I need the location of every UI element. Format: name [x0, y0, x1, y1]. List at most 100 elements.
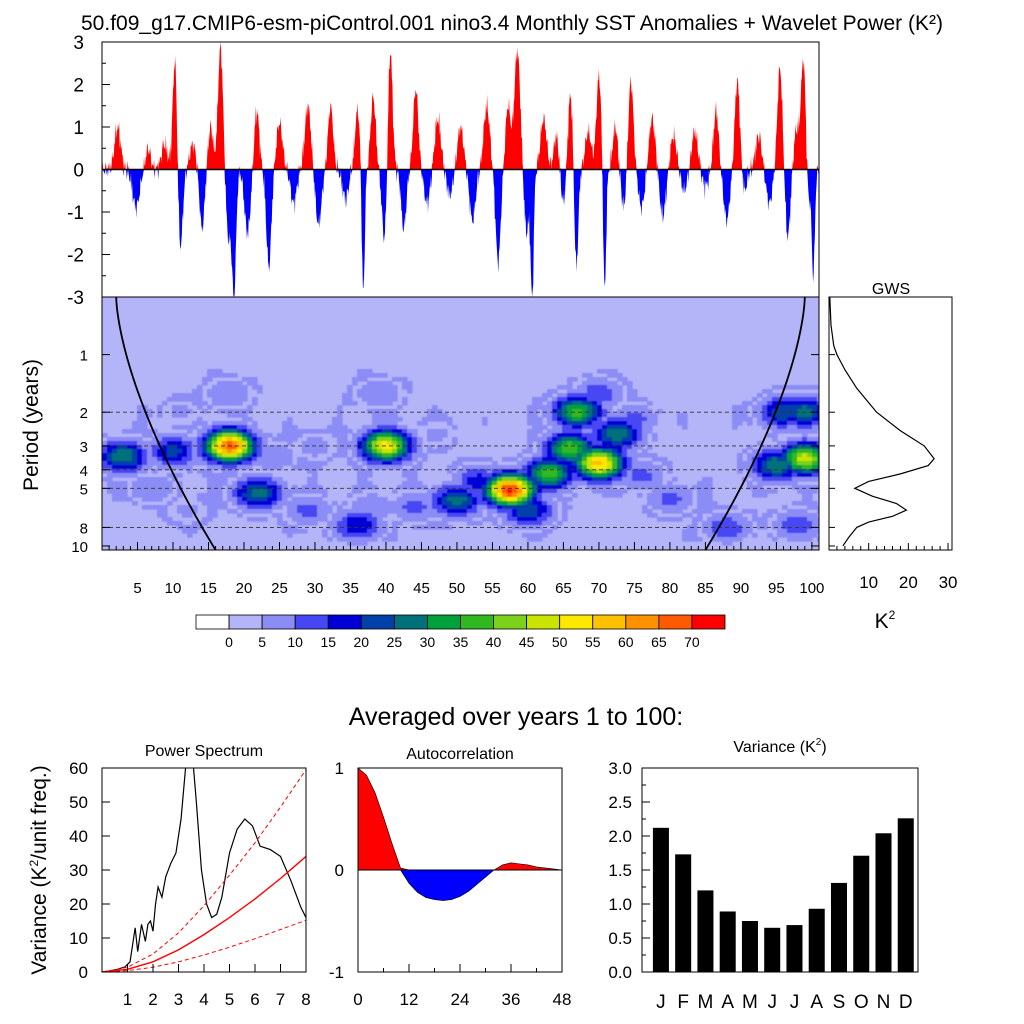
wavelet-cell: [162, 513, 168, 518]
wavelet-power-field: [102, 369, 819, 546]
wavelet-cell: [267, 501, 273, 506]
wavelet-cell: [487, 457, 493, 462]
wavelet-cell: [427, 409, 433, 414]
wavelet-cell: [142, 421, 148, 426]
wavelet-cell: [257, 509, 263, 514]
gws-xtick-label: 30: [939, 573, 958, 592]
wavelet-cell: [657, 477, 663, 482]
wavelet-cell: [282, 461, 288, 466]
wavelet-cell: [582, 389, 588, 394]
wavelet-cell: [752, 469, 758, 474]
wavelet-cell: [292, 529, 298, 534]
wavelet-cell: [312, 505, 318, 510]
wavelet-cell: [187, 441, 193, 446]
wavelet-cell: [377, 373, 383, 378]
wavelet-cell: [182, 437, 188, 442]
wavelet-cell: [737, 529, 743, 534]
wavelet-cell: [532, 525, 538, 530]
wavelet-cell: [452, 477, 458, 482]
wavelet-cell: [247, 473, 253, 478]
wavelet-cell: [147, 465, 153, 470]
wavelet-cell: [452, 497, 458, 502]
wavelet-cell: [307, 489, 313, 494]
wavelet-cell: [282, 449, 288, 454]
wavelet-cell: [147, 449, 153, 454]
wavelet-cell: [182, 525, 188, 530]
wavelet-cell: [217, 437, 223, 442]
wavelet-cell: [787, 437, 793, 442]
wavelet-cell: [792, 429, 798, 434]
wavelet-cell: [462, 497, 468, 502]
wavelet-cell: [247, 501, 253, 506]
wavelet-cell: [797, 533, 803, 538]
wavelet-cell: [617, 429, 623, 434]
wavelet-cell: [757, 521, 763, 526]
wavelet-cell: [792, 425, 798, 430]
wavelet-cell: [187, 469, 193, 474]
wavelet-cell: [677, 417, 683, 422]
wavelet-cell: [402, 385, 408, 390]
wavelet-cell: [202, 409, 208, 414]
wavelet-cell: [367, 449, 373, 454]
wavelet-cell: [362, 509, 368, 514]
wavelet-cell: [607, 413, 613, 418]
wavelet-cell: [227, 429, 233, 434]
wavelet-cell: [807, 473, 813, 478]
wavelet-cell: [172, 453, 178, 458]
wavelet-cell: [162, 505, 168, 510]
wavelet-cell: [302, 513, 308, 518]
wavelet-cell: [357, 509, 363, 514]
wavelet-cell: [402, 505, 408, 510]
wavelet-cell: [542, 481, 548, 486]
wavelet-cell: [227, 441, 233, 446]
wavelet-cell: [382, 437, 388, 442]
wavelet-cell: [367, 425, 373, 430]
wavelet-cell: [122, 445, 128, 450]
wavelet-cell: [472, 473, 478, 478]
wavelet-cell: [592, 445, 598, 450]
wavelet-cell: [142, 429, 148, 434]
wavelet-cell: [557, 481, 563, 486]
wavelet-cell: [352, 537, 358, 542]
wavelet-cell: [282, 425, 288, 430]
wavelet-cell: [807, 505, 813, 510]
wavelet-cell: [707, 529, 713, 534]
wavelet-cell: [367, 473, 373, 478]
wavelet-cell: [222, 461, 228, 466]
wavelet-cell: [392, 437, 398, 442]
wavelet-cell: [382, 449, 388, 454]
wavelet-cell: [702, 497, 708, 502]
wavelet-cell: [217, 389, 223, 394]
wavelet-xtick-label: 100: [799, 580, 824, 597]
wavelet-cell: [242, 477, 248, 482]
wavelet-cell: [452, 461, 458, 466]
wavelet-cell: [237, 389, 243, 394]
wavelet-cell: [237, 445, 243, 450]
wavelet-cell: [657, 469, 663, 474]
wavelet-cell: [372, 485, 378, 490]
wavelet-cell: [502, 505, 508, 510]
wavelet-cell: [277, 481, 283, 486]
wavelet-cell: [597, 401, 603, 406]
wavelet-cell: [427, 433, 433, 438]
wavelet-cell: [552, 509, 558, 514]
wavelet-cell: [752, 453, 758, 458]
wavelet-cell: [482, 421, 488, 426]
wavelet-cell: [392, 417, 398, 422]
wavelet-cell: [242, 481, 248, 486]
wavelet-cell: [217, 425, 223, 430]
wavelet-cell: [337, 445, 343, 450]
wavelet-cell: [137, 437, 143, 442]
wavelet-cell: [622, 465, 628, 470]
wavelet-cell: [392, 377, 398, 382]
wavelet-cell: [372, 521, 378, 526]
wavelet-cell: [237, 489, 243, 494]
wavelet-cell: [572, 465, 578, 470]
wavelet-cell: [357, 453, 363, 458]
wavelet-cell: [527, 449, 533, 454]
wavelet-cell: [622, 405, 628, 410]
anomaly-ytick-label: 3: [73, 33, 84, 54]
wavelet-cell: [752, 489, 758, 494]
wavelet-cell: [307, 429, 313, 434]
wavelet-cell: [382, 421, 388, 426]
